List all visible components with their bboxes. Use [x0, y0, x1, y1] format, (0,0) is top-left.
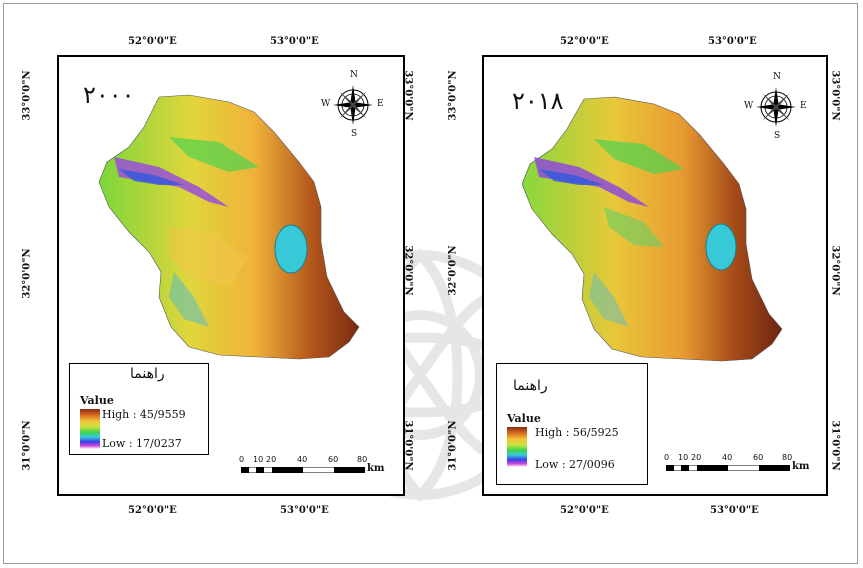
compass-n: N — [773, 72, 781, 82]
compass-rose-icon — [333, 85, 373, 125]
lon-label-top-right: 53°0'0"E — [270, 36, 319, 47]
legend-high: High : 45/9559 — [102, 408, 186, 421]
scale-tick: 60 — [753, 453, 764, 462]
legend-color-ramp — [507, 427, 527, 467]
lon-label-top-right: 53°0'0"E — [708, 36, 757, 47]
lat-label-left-31: 31°0'0"N — [447, 420, 459, 471]
scale-tick: 80 — [357, 455, 368, 464]
lon-label-bottom-right: 53°0'0"E — [280, 505, 329, 516]
figure-frame — [3, 3, 858, 564]
scale-tick: 40 — [722, 453, 733, 462]
scale-unit: km — [367, 463, 385, 474]
scale-bar: 0 10 20 40 60 80 km — [664, 453, 824, 477]
legend-low: Low : 17/0237 — [102, 437, 182, 450]
lon-label-bottom-left: 52°0'0"E — [560, 505, 609, 516]
legend-title: راهنما — [513, 378, 548, 394]
legend-low: Low : 27/0096 — [535, 458, 615, 471]
compass-s: S — [351, 129, 358, 139]
lst-region-map — [521, 96, 783, 362]
year-label: ٢٠١٨ — [512, 87, 564, 115]
map-frame: ٢٠١٨ — [482, 55, 828, 496]
compass-s: S — [774, 131, 781, 141]
legend-value-label: Value — [507, 412, 541, 425]
legend-title: راهنما — [130, 366, 165, 382]
lat-label-left-33: 33°0'0"N — [21, 70, 33, 121]
scale-unit: km — [792, 461, 810, 472]
lat-label-left-31: 31°0'0"N — [21, 420, 33, 471]
lon-label-bottom-left: 52°0'0"E — [128, 505, 177, 516]
compass-e: E — [377, 99, 384, 109]
scale-tick: 20 — [266, 455, 277, 464]
legend: راهنما Value High : 45/9559 Low : 17/023… — [69, 363, 209, 455]
legend-color-ramp — [80, 409, 100, 449]
scale-tick: 0 — [664, 453, 670, 462]
lst-region-map — [98, 94, 360, 360]
scale-tick: 20 — [691, 453, 702, 462]
lat-label-left-32: 32°0'0"N — [21, 248, 33, 299]
scale-bar-graphic — [666, 465, 790, 471]
scale-tick: 60 — [328, 455, 339, 464]
legend-value-label: Value — [80, 394, 114, 407]
lon-label-top-left: 52°0'0"E — [128, 36, 177, 47]
scale-bar-graphic — [241, 467, 365, 473]
lat-label-left-32: 32°0'0"N — [447, 245, 459, 296]
map-frame: ٢٠٠٠ — [57, 55, 405, 496]
north-arrow: N S E W — [321, 70, 384, 139]
scale-bar: 0 10 20 40 60 80 km — [239, 455, 399, 479]
lat-label-left-33: 33°0'0"N — [447, 70, 459, 121]
scale-tick: 10 — [253, 455, 264, 464]
scale-tick: 10 — [678, 453, 689, 462]
north-arrow: N S E W — [744, 72, 807, 141]
compass-e: E — [800, 101, 807, 111]
scale-tick: 80 — [782, 453, 793, 462]
compass-w: W — [321, 99, 331, 109]
compass-n: N — [350, 70, 358, 80]
lon-label-bottom-right: 53°0'0"E — [710, 505, 759, 516]
lat-label-right-33: 33°0'0"N — [829, 70, 841, 121]
lat-label-right-31: 31°0'0"N — [829, 420, 841, 471]
legend: راهنما Value High : 56/5925 Low : 27/009… — [496, 363, 648, 485]
year-label: ٢٠٠٠ — [83, 81, 135, 109]
compass-rose-icon — [756, 87, 796, 127]
lon-label-top-left: 52°0'0"E — [560, 36, 609, 47]
scale-tick: 40 — [297, 455, 308, 464]
compass-w: W — [744, 101, 754, 111]
legend-high: High : 56/5925 — [535, 426, 619, 439]
scale-tick: 0 — [239, 455, 245, 464]
lat-label-right-32: 32°0'0"N — [829, 245, 841, 296]
